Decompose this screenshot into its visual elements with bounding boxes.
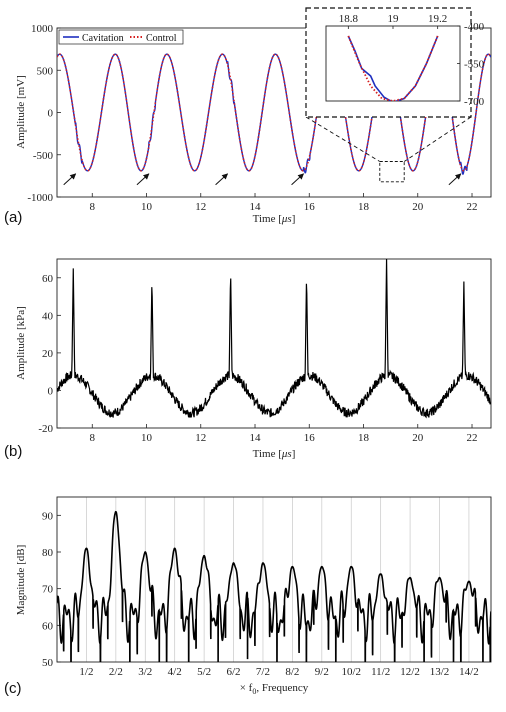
panel-c-x-tick-label: 13/2 <box>430 666 450 678</box>
inset-x-tick-label: 19 <box>388 13 400 25</box>
panel-a-y-tick-label: -500 <box>33 150 54 162</box>
panel-a-y-ticks: -1000 -500 0 500 1000 <box>27 23 61 204</box>
panel-c-x-ticks: 1/2 2/2 3/2 4/2 5/2 6/2 7/2 8/2 9/2 10/2 11/2 12/2 1… <box>79 666 478 678</box>
panel-a-x-ticks: 8 10 12 14 16 18 20 22 <box>90 193 478 213</box>
panel-a-x-tick-label: 20 <box>412 201 424 213</box>
inset-frame <box>325 25 461 102</box>
panel-a-y-tick-label: -1000 <box>27 192 53 204</box>
panel-a-x-tick-label: 8 <box>90 201 96 213</box>
panel-c-x-tick-label: 3/2 <box>138 666 152 678</box>
panel-a-y-tick-label: 500 <box>37 65 54 77</box>
inset-x-tick-label: 18.8 <box>339 13 359 25</box>
panel-c-label: (c) <box>4 680 22 697</box>
legend: Cavitation Control <box>58 29 184 45</box>
panel-b-y-ticks: -20 0 20 40 60 <box>38 273 61 435</box>
inset-x-tick-label: 19.2 <box>428 13 447 25</box>
panel-b-x-tick-label: 12 <box>195 432 206 444</box>
inset-y-ticks: -400 -550 -700 <box>457 21 485 108</box>
zoom-connector-right <box>403 116 472 162</box>
panel-c-x-tick-label: 6/2 <box>227 666 241 678</box>
panel-b-y-tick-label: -20 <box>38 423 53 435</box>
panel-c-grid <box>86 497 470 662</box>
panel-a-y-label: Amplitude [mV] <box>15 75 27 149</box>
panel-b-x-tick-label: 8 <box>90 432 96 444</box>
panel-c-x-tick-label: 12/2 <box>400 666 420 678</box>
panel-a-x-tick-label: 16 <box>304 201 316 213</box>
panel-a-label: (a) <box>4 209 22 226</box>
inset-y-tick-label: -400 <box>464 21 485 33</box>
panel-a-y-tick-label: 0 <box>48 108 54 120</box>
inset-x-ticks: 18.8 19 19.2 <box>339 13 447 29</box>
panel-c-x-tick-label: 8/2 <box>285 666 299 678</box>
panel-c-y-tick-label: 80 <box>42 547 54 559</box>
panel-a-x-tick-label: 10 <box>141 201 153 213</box>
panel-a-x-tick-label: 22 <box>467 201 478 213</box>
panel-b-y-tick-label: 60 <box>42 273 54 285</box>
panel-c-x-tick-label: 9/2 <box>315 666 329 678</box>
zoom-connector-left <box>305 116 381 162</box>
panel-c-x-tick-label: 14/2 <box>459 666 479 678</box>
inset-y-tick-label: -700 <box>464 96 485 108</box>
panel-b-y-tick-label: 40 <box>42 310 54 322</box>
legend-box <box>58 29 184 45</box>
panel-b-x-tick-label: 14 <box>250 432 262 444</box>
panel-c-frame <box>56 496 492 663</box>
spectrum-line <box>57 510 491 662</box>
panel-b-x-tick-label: 10 <box>141 432 153 444</box>
pressure-line <box>57 259 491 419</box>
panel-c-y-ticks: 50 60 70 80 90 <box>42 510 61 669</box>
panel-c-y-tick-label: 50 <box>42 657 54 669</box>
panel-b-x-tick-label: 20 <box>412 432 424 444</box>
series-control-line <box>57 53 491 172</box>
trough-arrow <box>63 173 77 186</box>
trough-arrow <box>291 173 304 186</box>
panel-c-x-tick-label: 5/2 <box>197 666 211 678</box>
panel-c-x-tick-label: 1/2 <box>79 666 93 678</box>
panel-c-y-tick-label: 60 <box>42 620 54 632</box>
panel-c-x-tick-label: 11/2 <box>371 666 390 678</box>
panel-c-y-tick-label: 70 <box>42 584 54 596</box>
panel-c: 50 60 70 80 90 1/2 2/2 3/2 4/2 5/2 6/2 7/2 8/2 9/2 10… <box>4 496 492 697</box>
panel-a-x-tick-label: 12 <box>195 201 206 213</box>
panel-c-x-tick-label: 7/2 <box>256 666 270 678</box>
panel-b-y-tick-label: 20 <box>42 348 54 360</box>
panel-c-y-label: Magnitude [dB] <box>15 545 27 616</box>
legend-control-label: Control <box>146 33 177 44</box>
trough-arrows <box>63 173 462 186</box>
legend-cavitation-label: Cavitation <box>82 33 124 44</box>
panel-c-x-tick-label: 10/2 <box>341 666 361 678</box>
panel-c-x-label: × f0, Frequency <box>240 682 309 696</box>
panel-a-x-tick-label: 18 <box>358 201 370 213</box>
panel-b-x-label: Time [μs] <box>253 448 296 460</box>
inset-y-tick-label: -550 <box>464 59 485 71</box>
panel-a: -1000 -500 0 500 1000 8 10 12 14 16 18 20 22 18.8 19… <box>4 7 492 226</box>
panel-b-y-tick-label: 0 <box>48 385 54 397</box>
trough-arrow <box>448 173 462 186</box>
trough-arrow <box>136 173 150 186</box>
panel-c-x-tick-label: 4/2 <box>168 666 182 678</box>
zoom-box <box>379 161 405 183</box>
panel-b: -20 0 20 40 60 8 10 12 14 16 18 20 22 Amplitude [kP… <box>4 258 492 460</box>
panel-a-x-label: Time [μs] <box>253 213 296 225</box>
panel-a-y-tick-label: 1000 <box>31 23 54 35</box>
panel-a-x-tick-label: 14 <box>250 201 262 213</box>
trough-arrow <box>215 173 229 186</box>
panel-b-label: (b) <box>4 443 22 460</box>
panel-b-frame <box>56 258 492 429</box>
panel-b-x-tick-label: 22 <box>467 432 478 444</box>
panel-b-y-label: Amplitude [kPa] <box>15 306 27 380</box>
inset: 18.8 19 19.2 -400 -550 -700 <box>305 7 485 118</box>
panel-c-y-tick-label: 90 <box>42 510 54 522</box>
panel-b-x-ticks: 8 10 12 14 16 18 20 22 <box>90 424 478 444</box>
panel-c-x-tick-label: 2/2 <box>109 666 123 678</box>
panel-b-x-tick-label: 18 <box>358 432 370 444</box>
panel-b-x-tick-label: 16 <box>304 432 316 444</box>
